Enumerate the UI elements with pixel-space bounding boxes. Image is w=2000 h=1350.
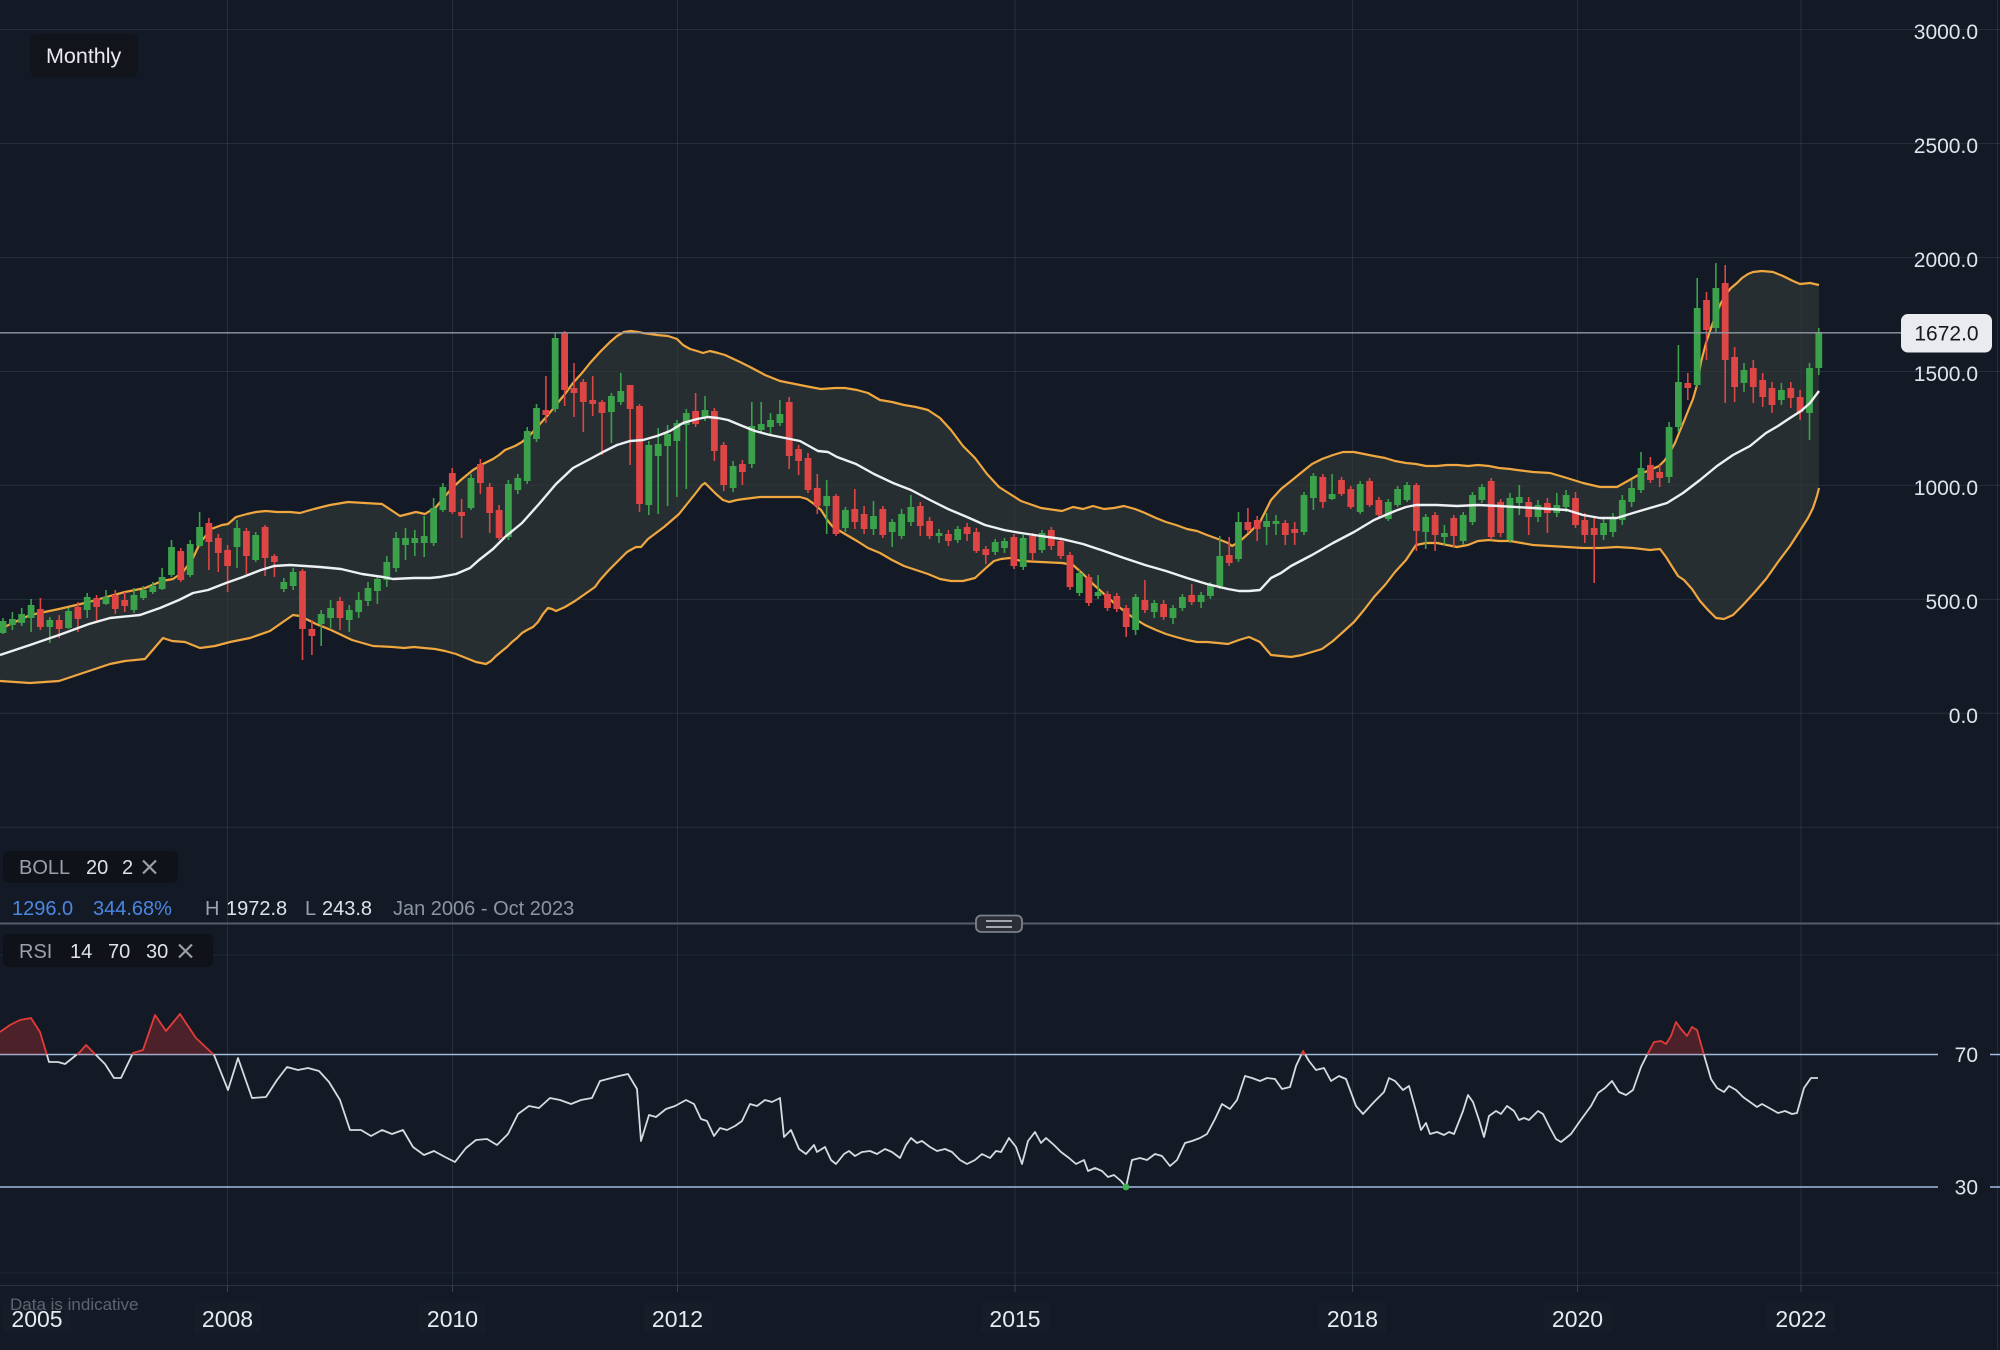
svg-text:500.0: 500.0: [1925, 591, 1978, 614]
svg-text:H: H: [205, 898, 219, 920]
svg-text:2022: 2022: [1775, 1306, 1826, 1332]
svg-text:2000.0: 2000.0: [1914, 249, 1978, 272]
svg-text:2010: 2010: [427, 1306, 478, 1332]
svg-text:30: 30: [146, 941, 168, 963]
svg-text:3000.0: 3000.0: [1914, 21, 1978, 44]
svg-text:20: 20: [86, 857, 108, 879]
svg-text:1000.0: 1000.0: [1914, 477, 1978, 500]
svg-text:1672.0: 1672.0: [1914, 323, 1978, 346]
svg-text:2012: 2012: [652, 1306, 703, 1332]
svg-text:1500.0: 1500.0: [1914, 363, 1978, 386]
svg-text:0.0: 0.0: [1949, 705, 1978, 728]
svg-text:RSI: RSI: [19, 941, 52, 963]
svg-text:Jan 2006 - Oct 2023: Jan 2006 - Oct 2023: [393, 898, 574, 920]
svg-text:1296.0: 1296.0: [12, 898, 73, 920]
svg-text:2: 2: [122, 857, 133, 879]
svg-text:2020: 2020: [1552, 1306, 1603, 1332]
svg-text:2005: 2005: [11, 1306, 62, 1332]
svg-text:Monthly: Monthly: [46, 44, 122, 68]
svg-text:344.68%: 344.68%: [93, 898, 172, 920]
svg-text:2008: 2008: [202, 1306, 253, 1332]
svg-text:14: 14: [70, 941, 92, 963]
svg-text:2015: 2015: [989, 1306, 1040, 1332]
svg-text:2500.0: 2500.0: [1914, 135, 1978, 158]
svg-text:70: 70: [108, 941, 130, 963]
svg-text:BOLL: BOLL: [19, 857, 70, 879]
svg-text:70: 70: [1955, 1044, 1978, 1067]
svg-text:30: 30: [1955, 1177, 1978, 1200]
svg-text:2018: 2018: [1327, 1306, 1378, 1332]
svg-text:Data is indicative: Data is indicative: [10, 1295, 139, 1314]
svg-text:243.8: 243.8: [322, 898, 372, 920]
svg-text:L: L: [305, 898, 316, 920]
svg-text:1972.8: 1972.8: [226, 898, 287, 920]
